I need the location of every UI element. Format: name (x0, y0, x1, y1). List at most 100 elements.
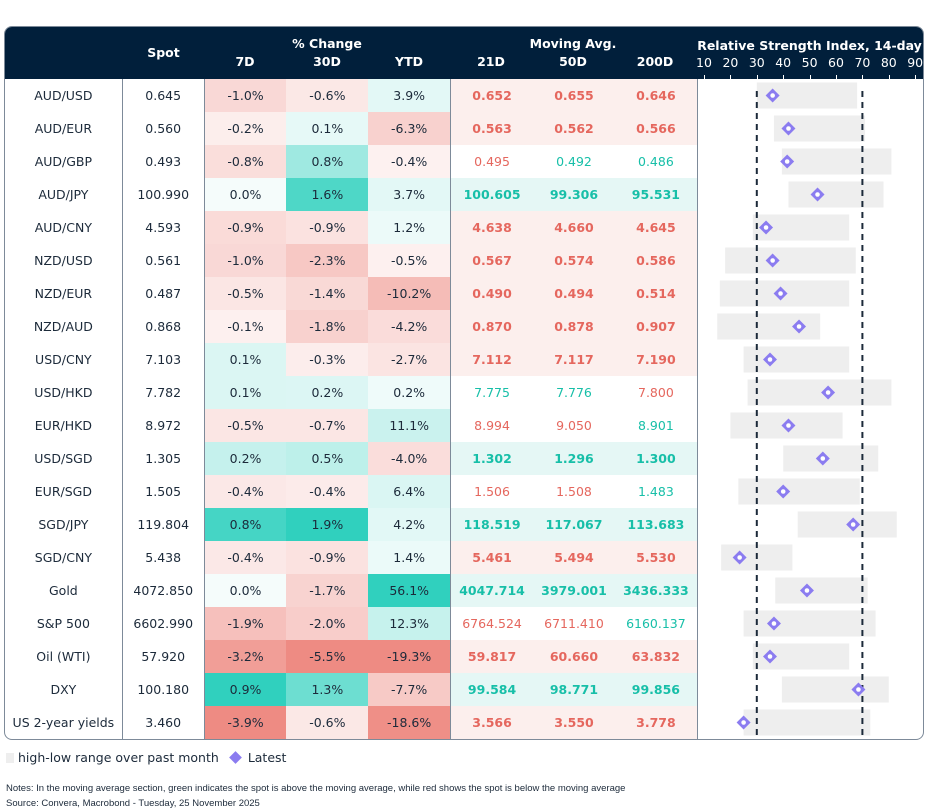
spot-value: 0.561 (122, 244, 205, 277)
rsi-tick-mark (704, 75, 705, 79)
pct-change-cell: -1.4% (286, 277, 369, 310)
instrument-name: USD/CNY (5, 343, 123, 376)
rsi-range-bar (743, 346, 850, 373)
rsi-range-bar (788, 181, 884, 208)
moving-avg-cell: 0.563 (450, 112, 534, 145)
rsi-tick-mark (862, 75, 864, 79)
pct-change-cell: 0.8% (286, 145, 369, 178)
rsi-chart (717, 82, 897, 739)
moving-avg-cell: 1.296 (533, 442, 615, 475)
moving-avg-cell: 5.530 (614, 541, 698, 574)
pct-change-cell: 3.7% (368, 178, 451, 211)
header-30d: 30D (313, 54, 341, 69)
moving-avg-cell: 60.660 (533, 640, 615, 673)
pct-change-cell: -18.6% (368, 706, 451, 739)
instrument-name: USD/SGD (5, 442, 123, 475)
moving-avg-cell: 63.832 (614, 640, 698, 673)
footnotes: Notes: In the moving average section, gr… (6, 781, 625, 811)
pct-change-cell: -6.3% (368, 112, 451, 145)
moving-avg-cell: 0.870 (450, 310, 534, 343)
header-200d: 200D (636, 54, 674, 69)
rsi-latest-marker-center (786, 126, 791, 131)
pct-change-cell: -0.4% (204, 475, 287, 508)
moving-avg-cell: 5.494 (533, 541, 615, 574)
fx-table: Spot % Change 7D 30D YTD Moving Avg. 21D… (4, 26, 924, 740)
instrument-name: Gold (5, 574, 123, 607)
pct-change-cell: 1.4% (368, 541, 451, 574)
spot-value: 100.990 (122, 178, 205, 211)
table-row: AUD/USD 0.645 -1.0% -0.6% 3.9% 0.652 0.655 0.64… (5, 79, 923, 112)
spot-value: 7.782 (122, 376, 205, 409)
rsi-tick-mark (756, 75, 758, 79)
rsi-tick-label: 70 (854, 55, 871, 70)
moving-avg-cell: 3979.001 (533, 574, 615, 607)
moving-avg-cell: 95.531 (614, 178, 698, 211)
moving-avg-cell: 0.646 (614, 79, 698, 112)
rsi-tick-label: 40 (775, 55, 792, 70)
spot-value: 1.505 (122, 475, 205, 508)
rsi-tick-label: 30 (748, 55, 765, 70)
table-row: AUD/GBP 0.493 -0.8% 0.8% -0.4% 0.495 0.492 0.48… (5, 145, 923, 178)
pct-change-cell: 0.1% (286, 112, 369, 145)
pct-change-cell: -3.9% (204, 706, 287, 739)
pct-change-cell: -0.1% (204, 310, 287, 343)
pct-change-cell: 11.1% (368, 409, 451, 442)
pct-change-cell: -0.5% (204, 409, 287, 442)
moving-avg-cell: 0.490 (450, 277, 534, 310)
instrument-name: USD/HKD (5, 376, 123, 409)
rsi-range-bar (738, 478, 860, 505)
header-50d: 50D (559, 54, 587, 69)
rsi-latest-marker-center (820, 456, 826, 461)
legend-range: high-low range over past month (18, 750, 219, 765)
pct-change-cell: -2.3% (286, 244, 369, 277)
pct-change-cell: 12.3% (368, 607, 451, 640)
pct-change-cell: -1.8% (286, 310, 369, 343)
pct-change-cell: -4.0% (368, 442, 451, 475)
moving-avg-cell: 0.494 (533, 277, 615, 310)
moving-avg-cell: 113.683 (614, 508, 698, 541)
spot-value: 1.305 (122, 442, 205, 475)
pct-change-cell: -1.0% (204, 244, 287, 277)
rsi-latest-marker-center (796, 324, 802, 329)
pct-change-cell: -19.3% (368, 640, 451, 673)
moving-avg-cell: 100.605 (450, 178, 534, 211)
rsi-tick-label: 10 (696, 55, 712, 70)
moving-avg-cell: 98.771 (533, 673, 615, 706)
pct-change-cell: 56.1% (368, 574, 451, 607)
moving-avg-cell: 0.492 (533, 145, 615, 178)
moving-avg-cell: 99.584 (450, 673, 534, 706)
pct-change-cell: 0.2% (368, 376, 451, 409)
pct-change-cell: 1.9% (286, 508, 369, 541)
rsi-latest-marker-center (771, 621, 777, 626)
spot-value: 7.103 (122, 343, 205, 376)
pct-change-cell: 0.2% (286, 376, 369, 409)
rsi-range-bar (743, 610, 876, 637)
rsi-tick-label: 60 (828, 55, 844, 70)
rsi-range-bar (781, 148, 892, 175)
moving-avg-cell: 3.566 (450, 706, 534, 739)
spot-value: 6602.990 (122, 607, 205, 640)
moving-avg-cell: 6764.524 (450, 607, 534, 640)
moving-avg-cell: 8.994 (450, 409, 534, 442)
pct-change-cell: 1.2% (368, 211, 451, 244)
pct-change-cell: 6.4% (368, 475, 451, 508)
rsi-latest-marker-center (815, 192, 820, 197)
legend-latest: Latest (247, 750, 287, 765)
source: Source: Convera, Macrobond - Tuesday, 25… (6, 798, 260, 809)
spot-value: 4072.850 (122, 574, 205, 607)
table-row: NZD/AUD 0.868 -0.1% -1.8% -4.2% 0.870 0.878 0.9… (5, 310, 923, 343)
rsi-latest-marker-center (780, 489, 786, 494)
pct-change-cell: -0.6% (286, 79, 369, 112)
pct-change-cell: -2.7% (368, 343, 451, 376)
spot-value: 119.804 (122, 508, 205, 541)
moving-avg-cell: 4047.714 (450, 574, 534, 607)
moving-avg-cell: 0.907 (614, 310, 698, 343)
pct-change-cell: -7.7% (368, 673, 451, 706)
instrument-name: NZD/EUR (5, 277, 123, 310)
pct-change-cell: 0.0% (204, 574, 287, 607)
moving-avg-cell: 5.461 (450, 541, 534, 574)
rsi-tick-mark (888, 75, 890, 79)
spot-value: 3.460 (122, 706, 205, 739)
pct-change-cell: 3.9% (368, 79, 451, 112)
moving-avg-cell: 59.817 (450, 640, 534, 673)
